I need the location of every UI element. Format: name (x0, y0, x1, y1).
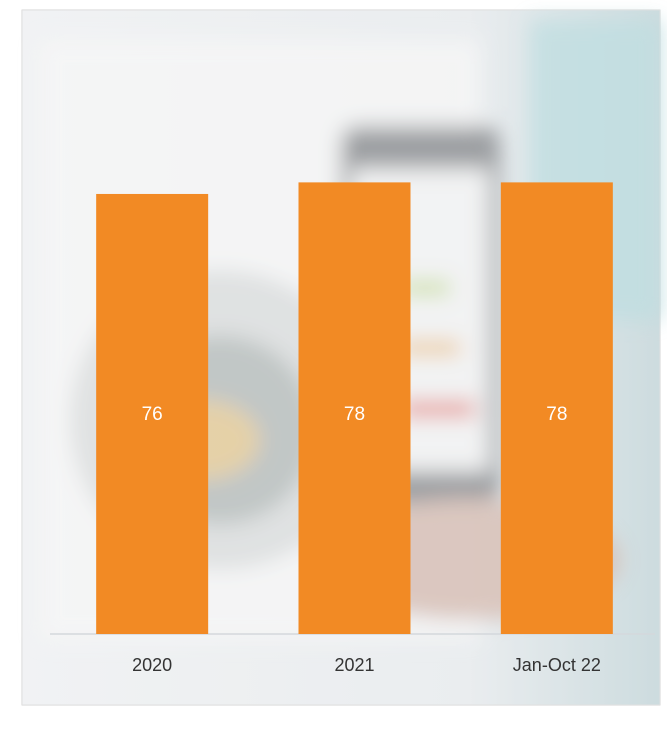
value-label: 78 (344, 404, 365, 425)
value-label: 78 (546, 404, 567, 425)
x-tick-label: Jan-Oct 22 (513, 655, 601, 675)
x-tick-label: 2020 (132, 655, 172, 675)
value-label: 76 (142, 404, 163, 425)
page: 76202078202178Jan-Oct 22 (() => { const … (0, 0, 667, 733)
x-tick-label: 2021 (334, 655, 374, 675)
chart: 76 2020 78 2021 78 Jan-Oct 22 (0, 0, 667, 733)
